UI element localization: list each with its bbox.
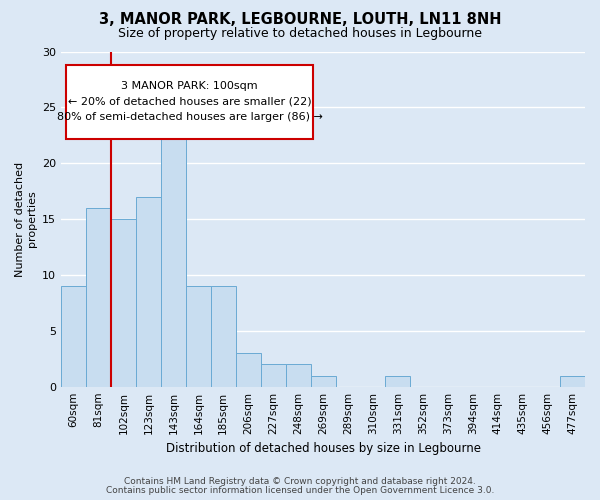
X-axis label: Distribution of detached houses by size in Legbourne: Distribution of detached houses by size … (166, 442, 481, 455)
Text: Size of property relative to detached houses in Legbourne: Size of property relative to detached ho… (118, 28, 482, 40)
Bar (286, 364, 311, 386)
Bar (211, 286, 236, 386)
Text: 3, MANOR PARK, LEGBOURNE, LOUTH, LN11 8NH: 3, MANOR PARK, LEGBOURNE, LOUTH, LN11 8N… (99, 12, 501, 28)
Bar (161, 118, 186, 386)
Bar (111, 219, 136, 386)
Y-axis label: Number of detached
properties: Number of detached properties (15, 162, 37, 276)
Bar (560, 376, 585, 386)
Bar (311, 376, 335, 386)
FancyBboxPatch shape (67, 65, 313, 138)
Bar (136, 196, 161, 386)
Bar (236, 353, 261, 386)
Bar (261, 364, 286, 386)
Bar (86, 208, 111, 386)
Text: Contains HM Land Registry data © Crown copyright and database right 2024.: Contains HM Land Registry data © Crown c… (124, 477, 476, 486)
Text: 3 MANOR PARK: 100sqm
← 20% of detached houses are smaller (22)
80% of semi-detac: 3 MANOR PARK: 100sqm ← 20% of detached h… (56, 81, 322, 122)
Bar (186, 286, 211, 386)
Bar (61, 286, 86, 386)
Text: Contains public sector information licensed under the Open Government Licence 3.: Contains public sector information licen… (106, 486, 494, 495)
Bar (385, 376, 410, 386)
